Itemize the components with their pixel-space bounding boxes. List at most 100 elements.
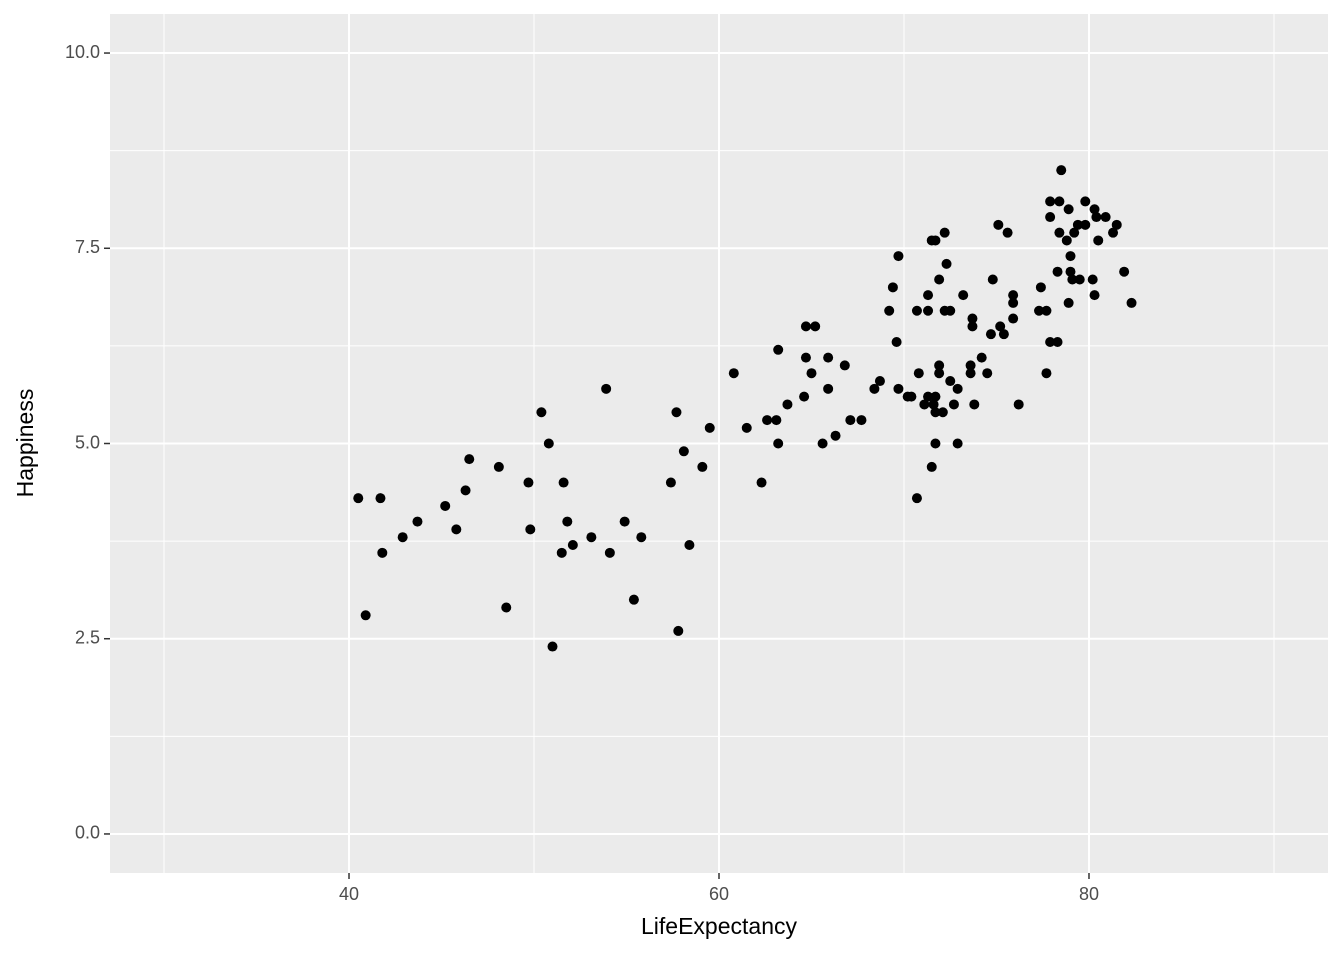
point	[523, 477, 534, 488]
point	[773, 344, 784, 355]
point	[919, 399, 930, 410]
point	[1041, 305, 1052, 316]
point	[397, 532, 408, 543]
y-tick-label: 0.0	[75, 823, 100, 843]
point	[1072, 219, 1083, 230]
point	[976, 352, 987, 363]
point	[1074, 274, 1085, 285]
point	[543, 438, 554, 449]
y-axis-title: Happiness	[12, 389, 38, 498]
point	[1045, 212, 1056, 223]
point	[360, 610, 371, 621]
point	[998, 329, 1009, 340]
point	[678, 446, 689, 457]
point	[987, 274, 998, 285]
point	[1100, 212, 1111, 223]
point	[982, 368, 993, 379]
point	[1041, 368, 1052, 379]
point	[628, 594, 639, 605]
point	[1089, 204, 1100, 215]
point	[934, 274, 945, 285]
point	[926, 461, 937, 472]
point	[911, 493, 922, 504]
point	[823, 383, 834, 394]
point	[1087, 274, 1098, 285]
point	[619, 516, 630, 527]
point	[1008, 313, 1019, 324]
y-tick-label: 7.5	[75, 237, 100, 257]
point	[800, 352, 811, 363]
point	[958, 290, 969, 301]
point	[800, 321, 811, 332]
point	[941, 258, 952, 269]
point	[353, 493, 364, 504]
point	[965, 368, 976, 379]
point	[845, 415, 856, 426]
point	[995, 321, 1006, 332]
point	[1080, 219, 1091, 230]
point	[923, 305, 934, 316]
point	[536, 407, 547, 418]
point	[1008, 297, 1019, 308]
point	[493, 461, 504, 472]
point	[1063, 204, 1074, 215]
point	[948, 399, 959, 410]
point	[923, 391, 934, 402]
point	[671, 407, 682, 418]
point	[839, 360, 850, 371]
point	[874, 376, 885, 387]
point	[937, 407, 948, 418]
point	[464, 454, 475, 465]
y-tick-label: 5.0	[75, 432, 100, 452]
point	[1045, 196, 1056, 207]
point	[1002, 227, 1013, 238]
point	[558, 477, 569, 488]
point	[728, 368, 739, 379]
point	[1013, 399, 1024, 410]
point	[460, 485, 471, 496]
point	[1063, 297, 1074, 308]
point	[967, 321, 978, 332]
point	[969, 399, 980, 410]
point	[1054, 196, 1065, 207]
point	[1119, 266, 1130, 277]
point	[377, 547, 388, 558]
point	[934, 360, 945, 371]
point	[1065, 266, 1076, 277]
point	[773, 438, 784, 449]
point	[930, 391, 941, 402]
x-axis-title: LifeExpectancy	[641, 913, 797, 939]
point	[601, 383, 612, 394]
point	[525, 524, 536, 535]
point	[952, 438, 963, 449]
point	[1052, 336, 1063, 347]
point	[684, 540, 695, 551]
point	[817, 438, 828, 449]
point	[1061, 235, 1072, 246]
point	[440, 500, 451, 511]
point	[1035, 282, 1046, 293]
point	[562, 516, 573, 527]
point	[856, 415, 867, 426]
point	[1091, 212, 1102, 223]
point	[697, 461, 708, 472]
point	[1034, 305, 1045, 316]
point	[965, 360, 976, 371]
point	[891, 336, 902, 347]
point	[1065, 251, 1076, 262]
point	[1126, 297, 1137, 308]
point	[704, 422, 715, 433]
point	[1108, 227, 1119, 238]
point	[967, 313, 978, 324]
point	[1067, 274, 1078, 285]
point	[884, 305, 895, 316]
point	[799, 391, 810, 402]
point	[1080, 196, 1091, 207]
point	[756, 477, 767, 488]
point	[1008, 290, 1019, 301]
point	[556, 547, 567, 558]
point	[911, 305, 922, 316]
point	[823, 352, 834, 363]
point	[673, 625, 684, 636]
point	[887, 282, 898, 293]
